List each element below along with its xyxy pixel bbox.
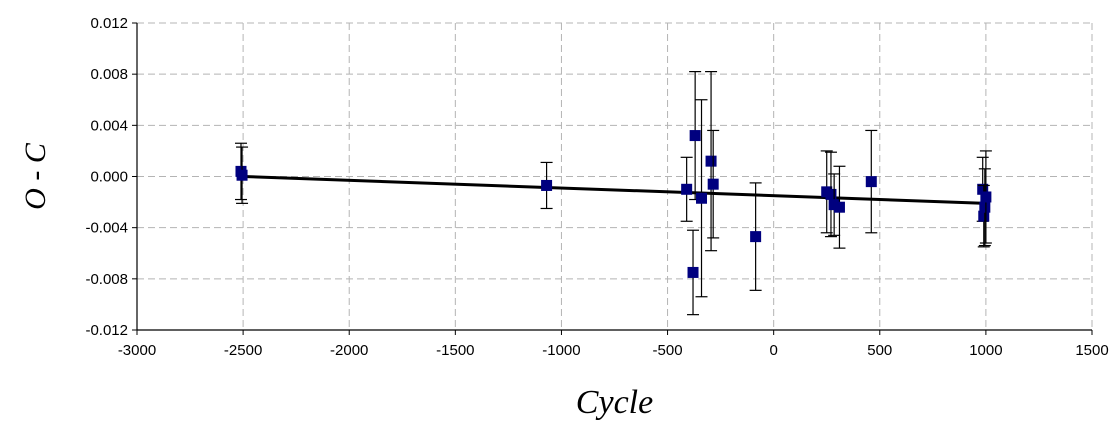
data-point — [680, 156, 693, 222]
point-marker — [681, 183, 693, 195]
point-marker — [833, 201, 845, 213]
point-marker — [687, 266, 699, 278]
point-marker — [825, 188, 837, 200]
x-axis-title: Cycle — [576, 384, 653, 421]
x-tick-label: -2000 — [330, 342, 368, 359]
point-marker — [707, 178, 719, 190]
fit-line-layer — [243, 175, 986, 205]
data-point — [540, 161, 553, 210]
x-tick-label: -1500 — [436, 342, 474, 359]
y-tick-label: 0.008 — [90, 66, 128, 83]
y-tick-label: -0.008 — [85, 271, 128, 288]
x-tick-label: -2500 — [224, 342, 262, 359]
data-point — [865, 129, 878, 234]
x-tick-label: -1000 — [542, 342, 580, 359]
y-tick-label: 0.012 — [90, 15, 128, 32]
data-point — [695, 99, 708, 298]
data-points — [234, 71, 992, 316]
y-tick-label: 0.000 — [90, 169, 128, 186]
data-point — [979, 150, 992, 244]
point-marker — [977, 183, 989, 195]
fit-line — [243, 175, 986, 205]
x-tick-label: -500 — [653, 342, 683, 359]
data-point — [749, 182, 762, 291]
data-point — [707, 129, 720, 239]
point-marker — [865, 176, 877, 188]
data-point — [687, 229, 700, 316]
y-tick-label: -0.012 — [85, 322, 128, 339]
x-tick-label: 1500 — [1075, 342, 1108, 359]
point-marker — [696, 192, 708, 204]
point-marker — [980, 191, 992, 203]
point-marker — [705, 155, 717, 167]
point-marker — [236, 169, 248, 181]
point-marker — [979, 201, 991, 213]
point-marker — [978, 210, 990, 222]
data-point — [978, 168, 991, 247]
y-axis-title: O - C — [19, 142, 52, 210]
x-tick-label: 0 — [769, 342, 777, 359]
point-marker — [541, 179, 553, 191]
data-point — [833, 165, 846, 249]
point-marker — [689, 130, 701, 142]
axes — [132, 22, 1093, 335]
tick-labels: -3000 -2500 -2000 -1500 -1000 -500 0 500 1000 150… — [85, 15, 1108, 359]
x-tick-label: 500 — [867, 342, 892, 359]
data-point — [236, 146, 249, 204]
grid — [137, 22, 1093, 330]
data-point — [824, 151, 837, 238]
data-point — [705, 71, 718, 252]
y-tick-label: -0.004 — [85, 220, 128, 237]
y-tick-label: 0.004 — [90, 117, 128, 134]
x-tick-label: 1000 — [969, 342, 1002, 359]
point-marker — [750, 231, 762, 243]
x-tick-label: -3000 — [118, 342, 156, 359]
